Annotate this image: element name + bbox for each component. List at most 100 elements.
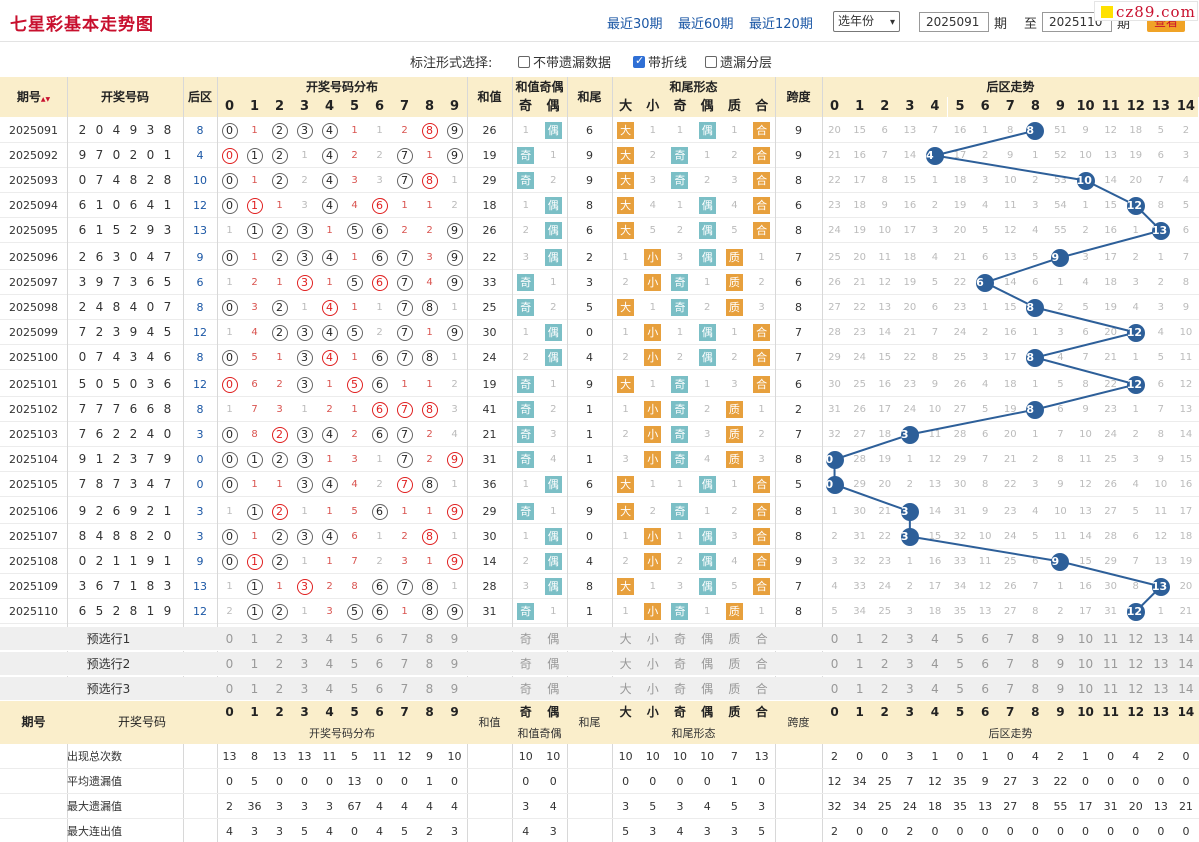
preselect-digit[interactable]: 7 — [400, 657, 409, 671]
preselect-back-digit[interactable]: 14 — [1178, 682, 1194, 696]
preselect-back-digit[interactable]: 10 — [1077, 632, 1094, 646]
preselect-back-digit[interactable]: 6 — [981, 632, 989, 646]
preselect-back-digit[interactable]: 11 — [1103, 682, 1119, 696]
preselect-back-digit[interactable]: 7 — [1006, 682, 1015, 696]
preselect-small[interactable]: 小 — [646, 657, 659, 671]
option-with-line[interactable]: 带折线 — [633, 52, 687, 71]
preselect-digit[interactable]: 9 — [450, 632, 459, 646]
preselect-back-digit[interactable]: 6 — [981, 657, 989, 671]
preselect-odd[interactable]: 奇 — [673, 632, 686, 646]
preselect-even[interactable]: 偶 — [701, 632, 714, 646]
col-period[interactable]: 期号▲▼ — [0, 77, 67, 117]
preselect-big[interactable]: 大 — [619, 657, 632, 671]
preselect-back-digit[interactable]: 4 — [931, 657, 939, 671]
link-last-30[interactable]: 最近30期 — [607, 17, 663, 32]
preselect-back-digit[interactable]: 6 — [981, 682, 989, 696]
preselect-back-digit[interactable]: 14 — [1178, 657, 1194, 671]
preselect-digit[interactable]: 3 — [300, 657, 309, 671]
preselect-back-digit[interactable]: 2 — [880, 682, 889, 696]
preselect-digit[interactable]: 0 — [225, 657, 234, 671]
preselect-back-digit[interactable]: 5 — [956, 657, 964, 671]
preselect-back-digit[interactable]: 12 — [1128, 682, 1144, 696]
preselect-prime[interactable]: 质 — [728, 632, 741, 646]
preselect-big[interactable]: 大 — [619, 632, 632, 646]
preselect-back-digit[interactable]: 2 — [880, 632, 889, 646]
preselect-digit[interactable]: 2 — [275, 682, 284, 696]
preselect-digit[interactable]: 2 — [275, 657, 284, 671]
preselect-back-digit[interactable]: 10 — [1077, 657, 1094, 671]
preselect-small[interactable]: 小 — [646, 682, 659, 696]
preselect-even[interactable]: 偶 — [547, 682, 560, 696]
preselect-back-digit[interactable]: 11 — [1103, 657, 1119, 671]
preselect-back-digit[interactable]: 4 — [931, 682, 939, 696]
preselect-back-digit[interactable]: 11 — [1103, 632, 1119, 646]
preselect-back-digit[interactable]: 12 — [1128, 657, 1144, 671]
preselect-odd[interactable]: 奇 — [519, 632, 532, 646]
preselect-back-digit[interactable]: 13 — [1153, 682, 1169, 696]
preselect-digit[interactable]: 1 — [250, 682, 259, 696]
preselect-even[interactable]: 偶 — [701, 657, 714, 671]
preselect-digit[interactable]: 7 — [400, 682, 409, 696]
preselect-back-digit[interactable]: 12 — [1128, 632, 1144, 646]
preselect-back-digit[interactable]: 4 — [931, 632, 939, 646]
preselect-back-digit[interactable]: 7 — [1006, 632, 1015, 646]
preselect-digit[interactable]: 8 — [425, 632, 434, 646]
preselect-composite[interactable]: 合 — [755, 682, 768, 696]
preselect-digit[interactable]: 5 — [350, 632, 359, 646]
option-miss-layer[interactable]: 遗漏分层 — [705, 52, 772, 71]
checkbox-miss-layer[interactable] — [705, 56, 717, 68]
preselect-odd[interactable]: 奇 — [519, 657, 532, 671]
preselect-digit[interactable]: 5 — [350, 682, 359, 696]
preselect-back-digit[interactable]: 1 — [855, 632, 864, 646]
preselect-digit[interactable]: 4 — [325, 682, 334, 696]
preselect-composite[interactable]: 合 — [755, 632, 768, 646]
preselect-digit[interactable]: 0 — [225, 682, 234, 696]
preselect-prime[interactable]: 质 — [728, 682, 741, 696]
preselect-digit[interactable]: 4 — [325, 657, 334, 671]
preselect-back-digit[interactable]: 9 — [1056, 632, 1065, 646]
preselect-even[interactable]: 偶 — [547, 632, 560, 646]
preselect-digit[interactable]: 6 — [375, 657, 384, 671]
preselect-digit[interactable]: 6 — [375, 632, 384, 646]
preselect-digit[interactable]: 3 — [300, 682, 309, 696]
preselect-digit[interactable]: 8 — [425, 657, 434, 671]
preselect-digit[interactable]: 9 — [450, 682, 459, 696]
preselect-digit[interactable]: 9 — [450, 657, 459, 671]
preselect-back-digit[interactable]: 10 — [1077, 682, 1094, 696]
preselect-even[interactable]: 偶 — [547, 657, 560, 671]
preselect-back-digit[interactable]: 0 — [830, 682, 839, 696]
preselect-even[interactable]: 偶 — [701, 682, 714, 696]
preselect-digit[interactable]: 7 — [400, 632, 409, 646]
preselect-digit[interactable]: 4 — [325, 632, 334, 646]
preselect-back-digit[interactable]: 7 — [1006, 657, 1015, 671]
option-no-miss-data[interactable]: 不带遗漏数据 — [518, 52, 611, 71]
preselect-back-digit[interactable]: 1 — [855, 657, 864, 671]
preselect-digit[interactable]: 5 — [350, 657, 359, 671]
preselect-back-digit[interactable]: 9 — [1056, 682, 1065, 696]
preselect-digit[interactable]: 3 — [300, 632, 309, 646]
sort-icon[interactable]: ▲▼ — [40, 96, 51, 103]
preselect-back-digit[interactable]: 8 — [1031, 632, 1040, 646]
preselect-odd[interactable]: 奇 — [519, 682, 532, 696]
preselect-digit[interactable]: 6 — [375, 682, 384, 696]
preselect-digit[interactable]: 2 — [275, 632, 284, 646]
preselect-back-digit[interactable]: 5 — [956, 632, 964, 646]
preselect-back-digit[interactable]: 0 — [830, 657, 839, 671]
link-last-120[interactable]: 最近120期 — [749, 17, 813, 32]
preselect-digit[interactable]: 1 — [250, 657, 259, 671]
preselect-back-digit[interactable]: 3 — [906, 682, 914, 696]
preselect-back-digit[interactable]: 8 — [1031, 682, 1040, 696]
preselect-odd[interactable]: 奇 — [673, 657, 686, 671]
preselect-back-digit[interactable]: 5 — [956, 682, 964, 696]
from-period-input[interactable]: 2025091 — [919, 12, 989, 32]
preselect-odd[interactable]: 奇 — [673, 682, 686, 696]
preselect-back-digit[interactable]: 14 — [1178, 632, 1194, 646]
preselect-digit[interactable]: 0 — [225, 632, 234, 646]
preselect-back-digit[interactable]: 9 — [1056, 657, 1065, 671]
preselect-back-digit[interactable]: 13 — [1153, 657, 1169, 671]
preselect-back-digit[interactable]: 13 — [1153, 632, 1169, 646]
preselect-back-digit[interactable]: 3 — [906, 657, 914, 671]
link-last-60[interactable]: 最近60期 — [678, 17, 734, 32]
preselect-small[interactable]: 小 — [646, 632, 659, 646]
preselect-back-digit[interactable]: 8 — [1031, 657, 1040, 671]
